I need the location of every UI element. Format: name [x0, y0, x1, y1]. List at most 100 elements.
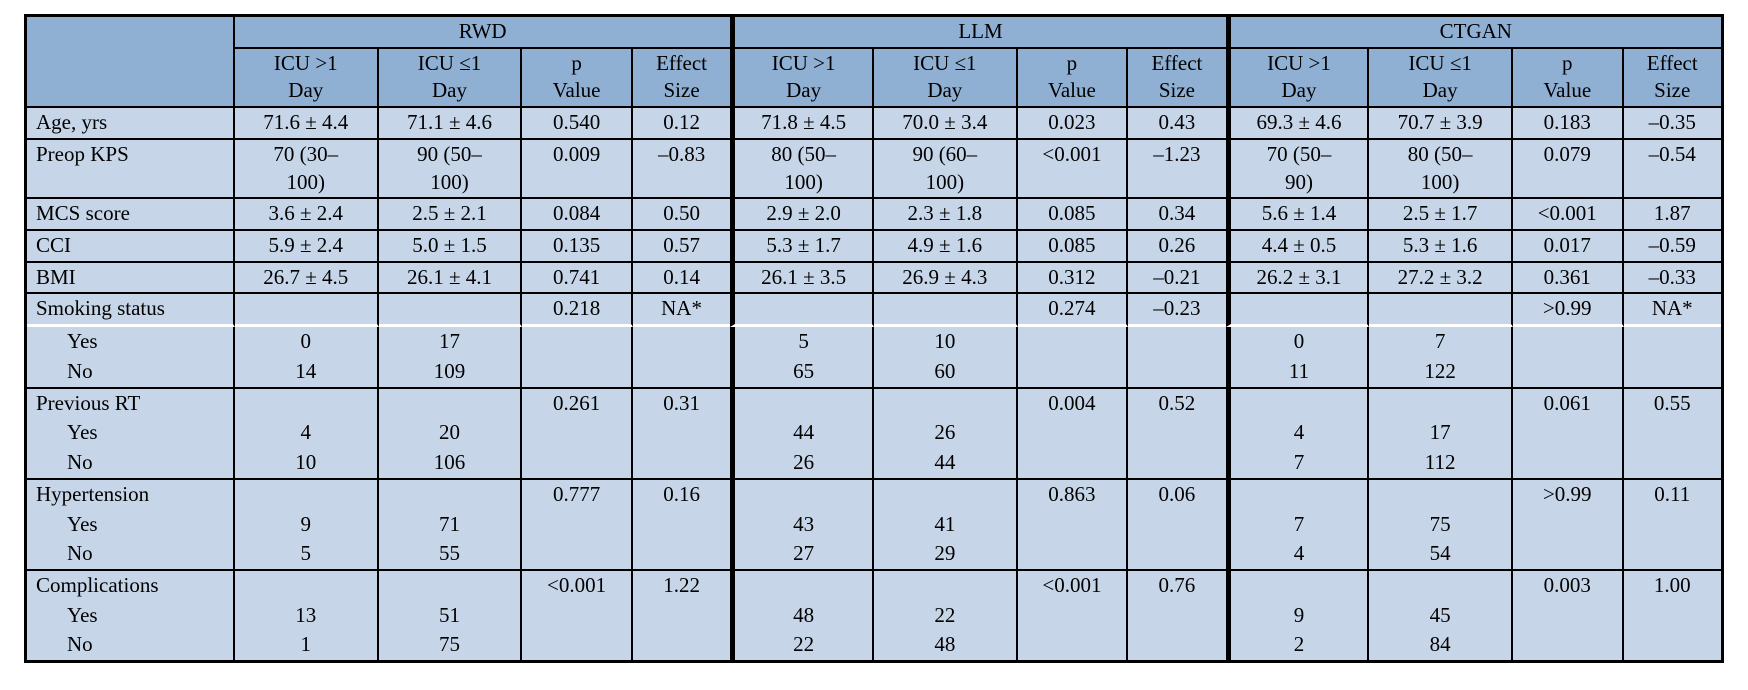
row-label: Age, yrs [27, 108, 235, 140]
group-header-llm: LLM [730, 17, 1226, 49]
cell [1512, 327, 1624, 357]
table-subrow: No 1 75 22 48 2 84 [27, 630, 1721, 661]
cell: 90 (50– 100) [378, 139, 523, 200]
cell: 80 (50– 100) [1369, 139, 1513, 200]
table-body: Age, yrs 71.6 ± 4.4 71.1 ± 4.6 0.540 0.12 71.… [27, 108, 1721, 661]
cell: 71 [378, 509, 523, 540]
cell: 0.55 [1623, 388, 1721, 419]
col-header-effect-size: Effect Size [1128, 48, 1226, 109]
cell: 0.218 [522, 294, 633, 328]
cell: 5.3 ± 1.7 [730, 231, 874, 263]
cell [1017, 418, 1129, 449]
table-subrow: Yes 13 51 48 22 9 45 [27, 600, 1721, 631]
row-label: Previous RT [27, 388, 235, 419]
cell [1623, 509, 1721, 540]
cell [522, 509, 633, 540]
cell: 0.061 [1512, 388, 1624, 419]
cell: 0.085 [1017, 199, 1129, 232]
cell: 65 [730, 356, 874, 389]
cell: 27.2 ± 3.2 [1369, 262, 1513, 295]
cell: 9 [1225, 600, 1370, 631]
cell: 51 [378, 600, 523, 631]
cell: 0.43 [1128, 108, 1226, 140]
cell: 4 [234, 418, 379, 449]
cell: –0.23 [1128, 294, 1226, 328]
table-subrow: No 14 109 65 60 11 122 [27, 356, 1721, 389]
cell [1017, 356, 1129, 389]
cell: 2.3 ± 1.8 [873, 199, 1018, 232]
cell [1369, 570, 1513, 601]
cell: 75 [1369, 509, 1513, 540]
cell: 0.540 [522, 108, 633, 140]
cell [1128, 418, 1226, 449]
cell [730, 570, 874, 601]
cell: 0.34 [1128, 199, 1226, 232]
subrow-label: Yes [27, 418, 235, 449]
cell: 0.079 [1512, 139, 1624, 200]
cell: 1.87 [1623, 199, 1721, 232]
cell: 26.1 ± 4.1 [378, 262, 523, 295]
cell [1623, 600, 1721, 631]
cell [1623, 630, 1721, 661]
cell [378, 294, 523, 328]
cell [1128, 539, 1226, 571]
cell [234, 388, 379, 419]
cell: 26 [730, 448, 874, 480]
cell: –0.83 [632, 139, 731, 200]
cell: 0.023 [1017, 108, 1129, 140]
cell: 17 [378, 327, 523, 357]
cell [378, 388, 523, 419]
col-header-icu-gt1: ICU >1 Day [234, 48, 379, 109]
cell: 109 [378, 356, 523, 389]
cell [873, 388, 1018, 419]
cell: 2.5 ± 2.1 [378, 199, 523, 232]
cell [1369, 294, 1513, 328]
cell: 0.009 [522, 139, 633, 200]
cell: <0.001 [1017, 570, 1129, 601]
cell: 4.4 ± 0.5 [1225, 231, 1370, 263]
cell: 29 [873, 539, 1018, 571]
cell: 70.0 ± 3.4 [873, 108, 1018, 140]
cell [234, 294, 379, 328]
cell [632, 448, 731, 480]
subheader-row: ICU >1 Day ICU ≤1 Day p Value Effect Siz… [27, 48, 1721, 109]
cell: 44 [873, 448, 1018, 480]
cell [873, 294, 1018, 328]
cell: 26.7 ± 4.5 [234, 262, 379, 295]
row-label: Smoking status [27, 294, 235, 328]
cell: 122 [1369, 356, 1513, 389]
col-header-icu-le1: ICU ≤1 Day [378, 48, 523, 109]
col-header-icu-gt1: ICU >1 Day [1225, 48, 1370, 109]
cell: 55 [378, 539, 523, 571]
group-header-row: RWD LLM CTGAN [27, 17, 1721, 109]
cell: 0.085 [1017, 231, 1129, 263]
col-header-icu-le1: ICU ≤1 Day [1369, 48, 1513, 109]
cell: 26.9 ± 4.3 [873, 262, 1018, 295]
row-label: CCI [27, 231, 235, 263]
cell: NA* [1623, 294, 1721, 328]
cell: 0.135 [522, 231, 633, 263]
cell [522, 327, 633, 357]
table-header: RWD LLM CTGAN ICU >1 Day ICU ≤1 Day p Va… [27, 17, 1721, 109]
cell: 27 [730, 539, 874, 571]
cell: 26.1 ± 3.5 [730, 262, 874, 295]
cell: 5.6 ± 1.4 [1225, 199, 1370, 232]
cell: 0.261 [522, 388, 633, 419]
page: RWD LLM CTGAN ICU >1 Day ICU ≤1 Day p Va… [24, 14, 1724, 664]
col-header-p-value: p Value [1512, 48, 1624, 109]
subrow-label: Yes [27, 509, 235, 540]
cell: 0.777 [522, 479, 633, 510]
cell: 0.16 [632, 479, 731, 510]
cell: 48 [730, 600, 874, 631]
table-subrow: Yes 4 20 44 26 4 17 [27, 418, 1721, 449]
cell: 5.3 ± 1.6 [1369, 231, 1513, 263]
cell: 1.00 [1623, 570, 1721, 601]
cell [1623, 418, 1721, 449]
cell: <0.001 [1512, 199, 1624, 232]
cell [873, 570, 1018, 601]
cell: 13 [234, 600, 379, 631]
cell: 4 [1225, 418, 1370, 449]
cell: 44 [730, 418, 874, 449]
cell: 70.7 ± 3.9 [1369, 108, 1513, 140]
cell [632, 600, 731, 631]
